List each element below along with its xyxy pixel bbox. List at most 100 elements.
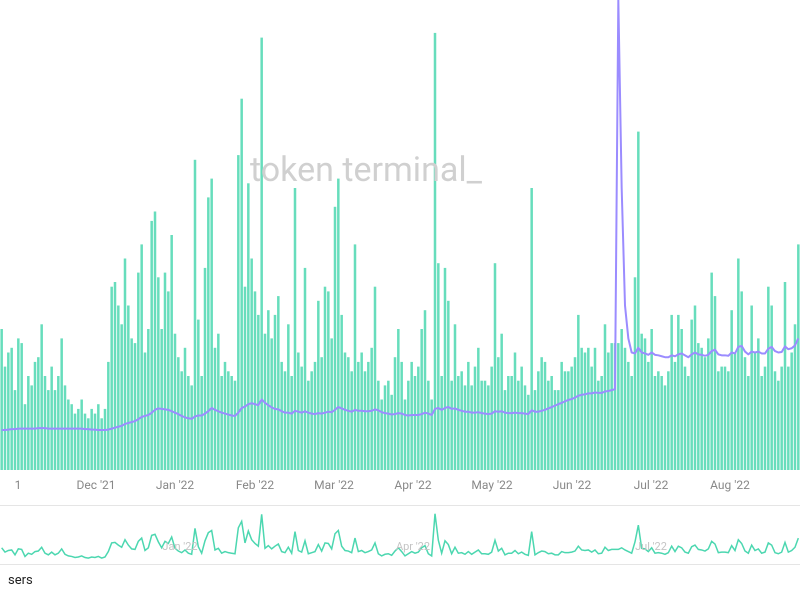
chart-bar: [497, 357, 500, 470]
chart-bar: [237, 155, 240, 470]
chart-bar: [680, 329, 683, 470]
chart-bar: [707, 338, 710, 470]
chart-bar: [277, 296, 280, 470]
chart-bar: [250, 259, 253, 471]
chart-bar: [454, 324, 457, 470]
chart-bar: [784, 282, 787, 470]
chart-bar: [767, 287, 770, 470]
chart-bar: [717, 371, 720, 470]
chart-bar: [350, 371, 353, 470]
chart-bar: [180, 371, 183, 470]
chart-bar: [650, 329, 653, 470]
chart-bar: [550, 376, 553, 470]
chart-bar: [107, 362, 110, 470]
chart-bar: [347, 357, 350, 470]
chart-bar: [690, 320, 693, 470]
chart-bar: [150, 221, 153, 470]
chart-bar: [240, 99, 243, 470]
chart-bar: [77, 409, 80, 470]
chart-bar: [144, 353, 147, 471]
chart-bar: [44, 376, 47, 470]
chart-bar: [727, 371, 730, 470]
chart-bar: [307, 381, 310, 470]
chart-bar: [334, 207, 337, 470]
chart-bar: [104, 409, 107, 470]
chart-bar: [440, 376, 443, 470]
chart-bar: [774, 371, 777, 470]
chart-bar: [327, 291, 330, 470]
chart-bar: [760, 376, 763, 470]
chart-bar: [534, 390, 537, 470]
chart-bar: [10, 348, 13, 470]
chart-bar: [80, 400, 83, 471]
chart-bar: [270, 338, 273, 470]
chart-bar: [567, 371, 570, 470]
x-axis-labels: 1Dec '21Jan '22Feb '22Mar '22Apr '22May …: [0, 478, 800, 498]
mini-chart-svg: [0, 506, 800, 566]
chart-bar: [477, 348, 480, 470]
chart-bar: [387, 381, 390, 470]
chart-bar: [74, 414, 77, 470]
chart-bar: [167, 291, 170, 470]
x-axis-tick-label: Feb '22: [236, 478, 274, 492]
chart-bar: [460, 371, 463, 470]
chart-bar: [50, 367, 53, 470]
chart-bar: [310, 371, 313, 470]
chart-bar: [464, 385, 467, 470]
chart-bar: [644, 338, 647, 470]
chart-bar: [427, 381, 430, 470]
chart-bar: [204, 268, 207, 470]
chart-bar: [770, 306, 773, 471]
chart-bar: [790, 353, 793, 471]
chart-bar: [674, 362, 677, 470]
chart-bar: [704, 357, 707, 470]
chart-bar: [4, 367, 7, 470]
chart-bar: [700, 348, 703, 470]
chart-bar: [134, 343, 137, 470]
chart-bar: [284, 371, 287, 470]
chart-bar: [667, 371, 670, 470]
x-axis-tick-label: Jun '22: [553, 478, 591, 492]
chart-bar: [90, 409, 93, 470]
chart-bar: [354, 244, 357, 470]
chart-bar: [357, 362, 360, 470]
chart-bar: [697, 343, 700, 470]
chart-bar: [754, 353, 757, 471]
chart-bar: [694, 306, 697, 471]
chart-bar: [324, 287, 327, 470]
chart-bar: [487, 385, 490, 470]
chart-bar: [70, 404, 73, 470]
chart-bar: [174, 334, 177, 470]
chart-bar: [630, 376, 633, 470]
chart-bar: [547, 381, 550, 470]
chart-bar: [414, 376, 417, 470]
chart-bar: [100, 418, 103, 470]
chart-bar: [664, 385, 667, 470]
chart-bar: [317, 301, 320, 470]
chart-bar: [54, 390, 57, 470]
chart-bar: [484, 381, 487, 470]
chart-bar: [424, 310, 427, 470]
chart-bar: [294, 188, 297, 470]
x-axis-tick-label: 1: [15, 478, 22, 492]
chart-bar: [437, 263, 440, 470]
chart-bar: [344, 353, 347, 471]
chart-bar: [504, 390, 507, 470]
chart-bar: [20, 343, 23, 470]
chart-bar: [564, 371, 567, 470]
chart-bar: [67, 400, 70, 471]
mini-chart-line: [2, 514, 799, 558]
chart-bar: [594, 348, 597, 470]
chart-bar: [187, 376, 190, 470]
chart-bar: [457, 376, 460, 470]
chart-bar: [257, 315, 260, 470]
chart-bar: [247, 183, 250, 470]
x-axis-tick-label: Dec '21: [76, 478, 115, 492]
mini-chart[interactable]: [0, 505, 800, 565]
chart-bar: [227, 371, 230, 470]
chart-bar: [154, 212, 157, 471]
chart-bar: [47, 390, 50, 470]
chart-bar: [244, 287, 247, 470]
chart-bar: [290, 376, 293, 470]
chart-bar: [507, 376, 510, 470]
